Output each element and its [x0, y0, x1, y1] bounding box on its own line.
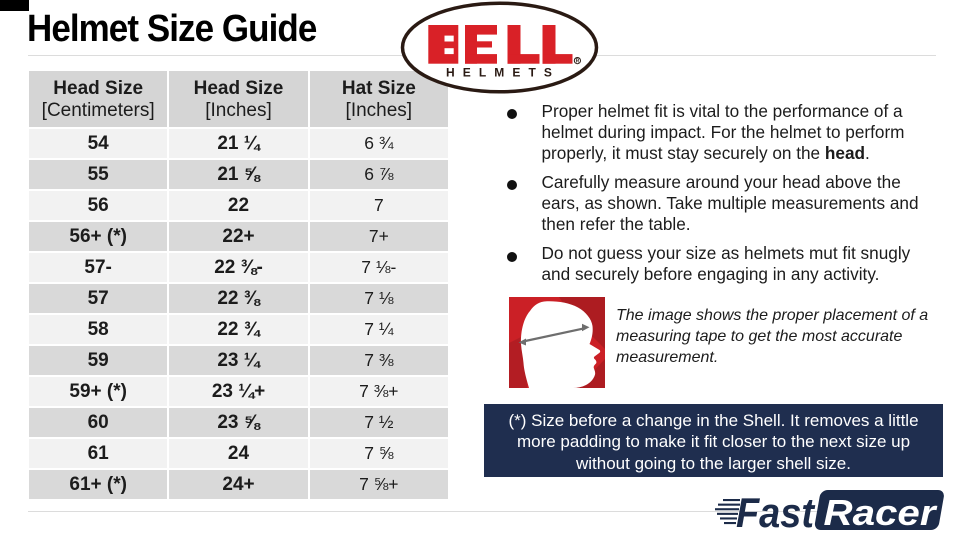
svg-text:Fast: Fast: [736, 489, 816, 536]
svg-text:HELMETS: HELMETS: [446, 66, 560, 80]
svg-text:Racer: Racer: [824, 492, 938, 533]
svg-text:R: R: [576, 59, 580, 65]
